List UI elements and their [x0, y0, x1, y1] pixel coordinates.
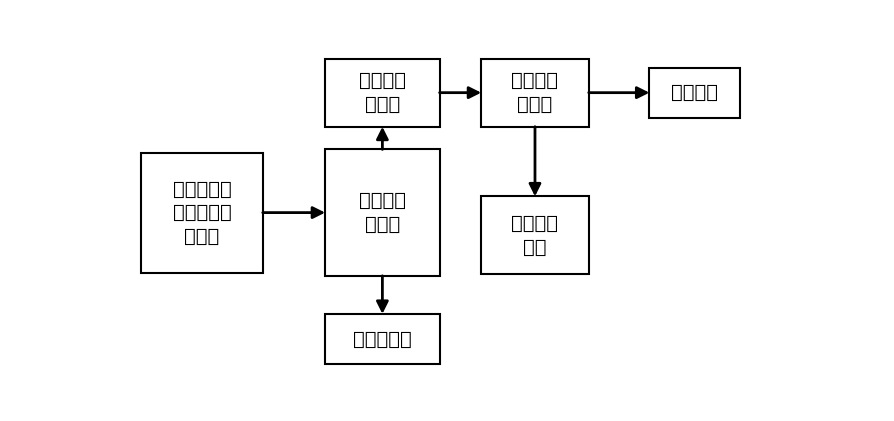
- Text: 环化羧酸
盐溶液: 环化羧酸 盐溶液: [358, 72, 406, 114]
- Bar: [325, 314, 439, 364]
- Text: 氯化氢溶液: 氯化氢溶液: [352, 330, 411, 349]
- Bar: [325, 59, 439, 127]
- Text: 第一双极
膜装置: 第一双极 膜装置: [358, 192, 406, 234]
- Bar: [141, 153, 263, 272]
- Bar: [481, 196, 588, 274]
- Bar: [481, 59, 588, 127]
- Text: 第二双极
膜装置: 第二双极 膜装置: [510, 72, 558, 114]
- Text: 原液（邻位
双卤代羧酸
溶液）: 原液（邻位 双卤代羧酸 溶液）: [173, 180, 232, 245]
- Bar: [325, 149, 439, 276]
- Bar: [649, 67, 738, 118]
- Text: 环化羧酸: 环化羧酸: [670, 83, 717, 102]
- Text: 氢氧化钠
溶液: 氢氧化钠 溶液: [510, 214, 558, 256]
